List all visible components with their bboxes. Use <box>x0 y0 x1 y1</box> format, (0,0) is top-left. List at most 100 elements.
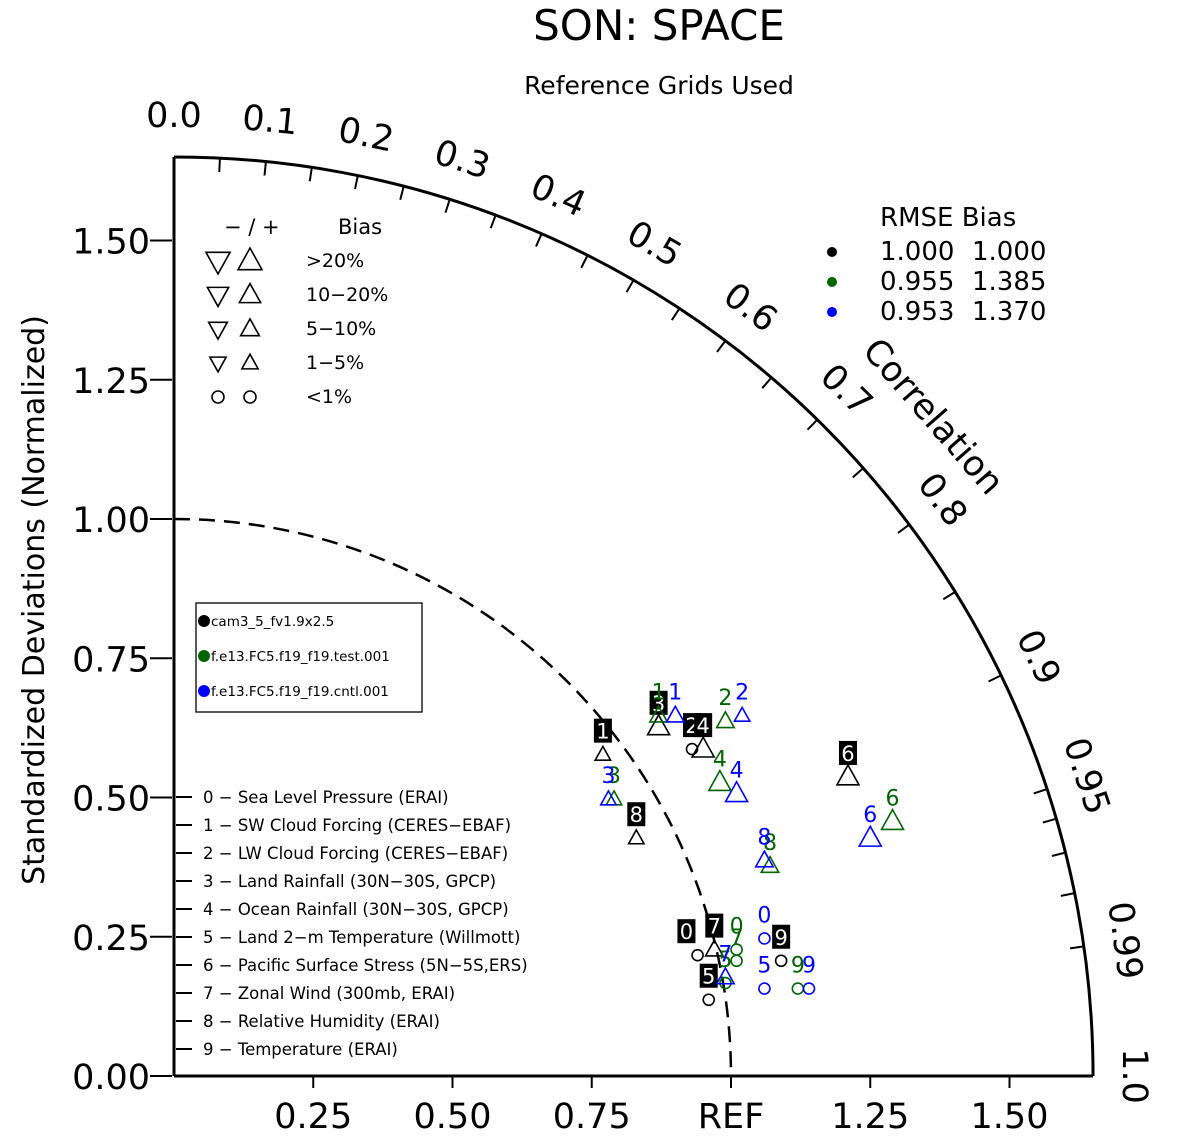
bias-legend-header: Bias <box>338 215 382 239</box>
x-tick-label: 0.50 <box>414 1097 492 1135</box>
stats-legend-bias: 1.385 <box>972 267 1046 297</box>
correlation-tick <box>1042 817 1057 824</box>
point-label: 6 <box>886 787 900 812</box>
bias-legend-sign-header: − / + <box>224 215 280 239</box>
point-label: 1 <box>652 681 666 706</box>
point-label: 0 <box>680 920 693 944</box>
correlation-tick <box>806 418 819 431</box>
point-marker-circle <box>791 982 805 995</box>
correlation-tick <box>1069 945 1085 950</box>
point-label: 6 <box>863 803 877 828</box>
point-marker-triangle <box>599 789 618 806</box>
point-label: 4 <box>713 748 727 773</box>
variable-list-item: 3 − Land Rainfall (30N−30S, GPCP) <box>203 872 496 891</box>
correlation-tick <box>716 340 727 353</box>
point-marker-circle <box>730 954 743 968</box>
point-label: 1 <box>596 720 609 744</box>
point-label: 6 <box>841 742 854 766</box>
point-marker-triangle <box>648 704 669 723</box>
case-legend-box <box>195 602 423 713</box>
variable-list-item: 1 − SW Cloud Forcing (CERES−EBAF) <box>203 816 511 835</box>
correlation-tick <box>1051 851 1066 857</box>
x-tick-label: 0.25 <box>274 1097 352 1135</box>
bias-legend-label: 5−10% <box>306 318 376 340</box>
point-marker-triangle <box>593 744 612 762</box>
stats-legend-rmse: 0.955 <box>880 267 954 297</box>
variable-list-item: 8 − Relative Humidity (ERAI) <box>203 1012 440 1031</box>
point-label: 7 <box>730 926 744 951</box>
correlation-tick-label: 0.6 <box>716 275 785 340</box>
y-tick-label: 1.00 <box>72 501 150 541</box>
point-label: 8 <box>763 831 777 856</box>
point-label-box <box>627 802 646 827</box>
bias-legend-down-triangle <box>206 286 230 309</box>
point-label-box <box>772 924 791 949</box>
point-marker-triangle <box>754 849 775 868</box>
point-label: 3 <box>601 764 615 789</box>
stats-legend-rmse: 1.000 <box>880 237 954 267</box>
point-label: 3 <box>652 692 665 716</box>
correlation-tick-label: 0.9 <box>1008 624 1068 692</box>
chart-title: SON: SPACE <box>533 1 785 50</box>
point-marker-circle <box>758 982 771 995</box>
y-tick-label: 1.25 <box>72 362 150 402</box>
point-marker-triangle <box>715 966 736 985</box>
stats-legend-dot <box>827 247 837 257</box>
correlation-tick-label: 0.5 <box>620 213 688 275</box>
legends-layer: − / + Bias >20% 10−20% 5−10% 1−5% <1% RMSE Bias… <box>176 203 1046 1059</box>
outer-correlation-arc <box>173 155 1095 1077</box>
point-label: 1 <box>668 681 682 706</box>
variable-list-item: 5 − Land 2−m Temperature (Willmott) <box>203 928 520 947</box>
bias-legend-circle <box>243 390 257 404</box>
case-legend-label: f.e13.FC5.f19_f19.test.001 <box>211 649 390 665</box>
correlation-tick <box>535 233 543 247</box>
case-legend-label: cam3_5_fv1.9x2.5 <box>211 614 334 630</box>
y-tick-label: 0.25 <box>72 919 150 959</box>
y-tick-label: 0.50 <box>72 780 150 820</box>
point-label: 5 <box>718 948 732 973</box>
correlation-tick <box>670 307 681 321</box>
bias-legend-label: 1−5% <box>306 352 364 374</box>
stats-legend-bias: 1.000 <box>972 237 1046 267</box>
point-label: 2 <box>718 686 732 711</box>
point-marker-triangle <box>733 705 752 723</box>
variable-list-item: 2 − LW Cloud Forcing (CERES−EBAF) <box>203 844 508 863</box>
correlation-tick-label: 0.99 <box>1099 899 1150 982</box>
point-label-box <box>677 919 696 944</box>
correlation-tick-label: 0.95 <box>1055 733 1117 820</box>
correlation-tick <box>988 674 1002 683</box>
bias-legend-down-triangle <box>204 251 232 276</box>
point-label-box <box>838 740 857 765</box>
point-marker-triangle <box>707 768 733 792</box>
bias-legend-down-triangle <box>208 356 228 374</box>
correlation-tick <box>308 167 313 182</box>
point-marker-triangle <box>724 780 749 803</box>
reference-arc <box>173 517 733 1077</box>
variable-list-item: 4 − Ocean Rainfall (30N−30S, GPCP) <box>203 900 509 919</box>
point-marker-circle <box>774 954 788 968</box>
correlation-tick <box>218 158 221 173</box>
point-marker-triangle <box>835 763 861 786</box>
correlation-tick <box>399 185 405 200</box>
point-label-box <box>699 963 718 988</box>
x-tick-label: 0.75 <box>553 1097 631 1135</box>
point-marker-triangle <box>759 854 781 874</box>
point-marker-circle <box>802 982 816 995</box>
point-label-box <box>649 690 668 715</box>
correlation-tick <box>625 279 635 293</box>
correlation-tick <box>354 175 359 190</box>
point-label: 0 <box>757 903 771 928</box>
stats-legend-rmse: 0.953 <box>880 297 954 327</box>
bias-legend-up-triangle <box>238 281 262 304</box>
case-legend-dot <box>198 650 210 662</box>
point-marker-triangle <box>627 828 646 845</box>
bias-legend-up-triangle <box>240 352 260 370</box>
stats-legend-dot <box>827 277 837 287</box>
bias-legend-up-triangle <box>236 246 264 271</box>
point-label: 9 <box>791 954 805 979</box>
variable-list-item: 9 − Temperature (ERAI) <box>203 1040 398 1059</box>
chart-subtitle: Reference Grids Used <box>524 71 794 100</box>
y-tick-label: 1.50 <box>72 223 150 263</box>
point-label: 9 <box>774 926 787 950</box>
correlation-tick <box>761 376 773 389</box>
